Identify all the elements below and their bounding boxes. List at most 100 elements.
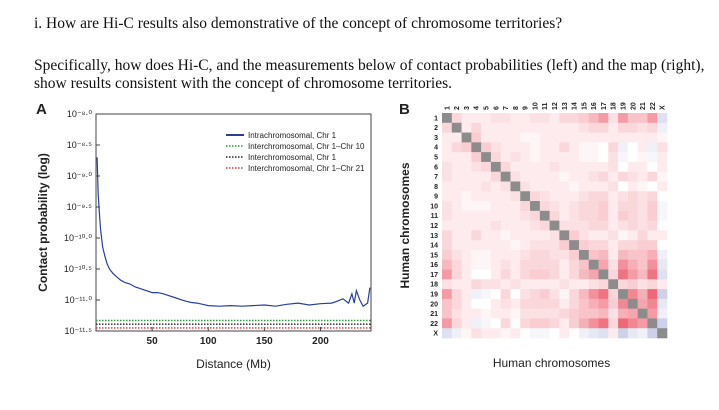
heatmap-cell — [500, 279, 511, 290]
heatmap-cell — [588, 269, 599, 280]
heatmap-cell — [588, 240, 599, 251]
heatmap-cell — [588, 210, 599, 221]
heatmap-row-label: 12 — [430, 223, 438, 230]
heatmap-cell — [618, 328, 629, 339]
heatmap-cell — [598, 201, 609, 212]
heatmap-cell — [530, 259, 541, 270]
heatmap-cell — [598, 152, 609, 163]
heatmap-cell — [520, 308, 531, 319]
heatmap-cell — [657, 142, 668, 153]
heatmap-cell — [500, 142, 511, 153]
heatmap-cell — [559, 142, 570, 153]
heatmap-cell — [559, 181, 570, 192]
heatmap-cell — [530, 279, 541, 290]
y-tick-label: 10⁻⁹·⁰ — [67, 171, 93, 181]
heatmap-cell — [647, 289, 658, 300]
heatmap-cell — [481, 279, 492, 290]
heatmap-cell — [618, 201, 629, 212]
panel-b-letter: B — [399, 101, 410, 118]
heatmap-cell — [481, 230, 492, 241]
heatmap-cell — [520, 161, 531, 172]
heatmap-cell — [618, 132, 629, 143]
heatmap-cell — [442, 230, 453, 241]
heatmap-cell — [637, 122, 648, 133]
heatmap-cell — [520, 142, 531, 153]
heatmap-cell — [500, 289, 511, 300]
x-tick-label: 50 — [147, 336, 159, 347]
heatmap-cell — [539, 152, 550, 163]
heatmap-cell — [627, 132, 638, 143]
heatmap-cell — [471, 122, 482, 133]
heatmap-cell — [451, 122, 462, 133]
heatmap-col-label: 12 — [552, 102, 559, 110]
heatmap-cell — [461, 308, 472, 319]
heatmap-cell — [657, 249, 668, 261]
heatmap-cell — [569, 279, 580, 290]
heatmap-cell — [500, 132, 511, 143]
heatmap-col-label: 2 — [454, 106, 461, 110]
heatmap-cell — [569, 289, 580, 300]
heatmap-cell — [618, 240, 629, 251]
heatmap-cell — [461, 259, 472, 270]
heatmap-cell — [588, 308, 599, 319]
heatmap-cell — [451, 181, 462, 192]
heatmap-cell — [598, 298, 609, 309]
heatmap-cell — [461, 191, 472, 202]
heatmap-col-label: 10 — [532, 102, 539, 110]
heatmap-cell — [578, 161, 590, 172]
heatmap-cell — [569, 259, 580, 270]
heatmap-cell — [569, 152, 580, 163]
heatmap-cell — [588, 298, 599, 309]
heatmap-cell — [500, 259, 511, 270]
heatmap-cell — [530, 308, 541, 319]
heatmap-cell — [481, 289, 492, 300]
heatmap-cell — [461, 269, 472, 280]
heatmap-cell — [598, 308, 609, 319]
heatmap-cell — [451, 220, 462, 231]
heatmap-cell — [451, 259, 462, 270]
heatmap-cell — [539, 181, 550, 192]
heatmap-cell — [490, 181, 501, 192]
heatmap-cell — [549, 240, 560, 251]
y-tick-label: 10⁻¹⁰·⁰ — [64, 233, 92, 243]
heatmap-cell — [461, 230, 472, 241]
heatmap-cell — [539, 308, 550, 319]
heatmap-cell — [569, 113, 580, 124]
heatmap-cell — [637, 181, 648, 192]
heatmap-cell — [442, 220, 453, 231]
heatmap-cell — [481, 269, 492, 280]
heatmap-cell — [490, 201, 501, 212]
heatmap-cell — [442, 201, 453, 212]
heatmap-cell — [510, 142, 521, 153]
heatmap-cell — [490, 220, 501, 231]
heatmap-cell — [490, 240, 501, 251]
heatmap-cell — [510, 132, 521, 143]
heatmap-cell — [588, 181, 599, 192]
heatmap-cell — [530, 181, 541, 192]
heatmap-cell — [549, 318, 560, 329]
heatmap-row-label: 11 — [431, 213, 439, 220]
heatmap-cell — [637, 210, 648, 221]
heatmap-row-label: 2 — [434, 125, 438, 132]
heatmap-cell — [520, 210, 531, 221]
heatmap-cell — [559, 113, 570, 124]
heatmap-cell — [520, 259, 531, 270]
heatmap-cell — [481, 181, 492, 192]
heatmap-cell — [608, 142, 619, 153]
heatmap-cell — [569, 318, 580, 329]
heatmap-cell — [559, 259, 570, 270]
heatmap-cell — [569, 210, 580, 221]
heatmap-cell — [510, 161, 521, 172]
heatmap-cell — [618, 113, 629, 124]
heatmap-cell — [530, 152, 541, 163]
heatmap-cell — [627, 230, 638, 241]
heatmap-cell — [569, 132, 580, 143]
heatmap-cell — [500, 113, 511, 124]
heatmap-cell — [471, 279, 482, 290]
heatmap-cell — [442, 249, 453, 261]
heatmap-cell — [559, 308, 570, 319]
heatmap-cell — [539, 259, 550, 270]
heatmap-cell — [569, 181, 580, 192]
heatmap-cell — [490, 142, 501, 153]
heatmap-cell — [637, 328, 648, 339]
